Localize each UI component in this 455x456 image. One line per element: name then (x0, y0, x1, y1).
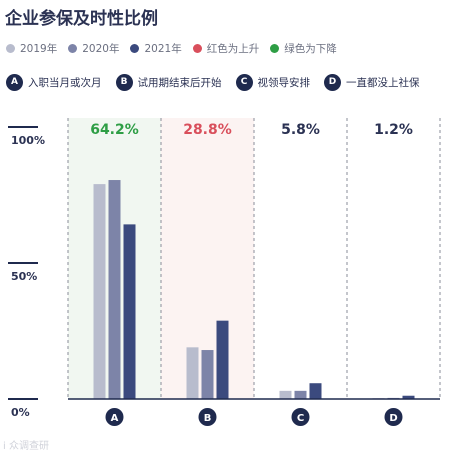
y-tick-label-100: 100% (11, 134, 45, 147)
x-badge-b (198, 408, 217, 426)
y-tick-label-0: 0% (11, 406, 30, 419)
legend-dot-red (192, 43, 202, 53)
x-badge-d (384, 408, 403, 426)
bar-d-2021 (402, 395, 415, 399)
chart-title: 企业参保及时性比例 (5, 9, 158, 29)
bar-a-2020 (108, 180, 121, 399)
bar-b-2020 (201, 350, 214, 399)
y-tick-label-50: 50% (11, 270, 37, 283)
x-tick-label-c: C (297, 413, 304, 424)
value-label-d: 1.2% (374, 122, 413, 138)
legend-dot-2021 (130, 43, 140, 53)
category-legend-item-c: C 视领导安排 (235, 73, 311, 91)
x-badge-a (105, 408, 124, 426)
legend-label-2019: 2019年 (20, 42, 58, 55)
year-legend: 2019年 2020年 2021年 红色为上升 绿色为下降 (6, 39, 348, 57)
category-badge-d: D (324, 73, 341, 91)
category-legend: A 入职当月或次月 B 试用期结束后开始 C 视领导安排 D 一直都没上社保 (6, 72, 434, 92)
category-label-b: 试用期结束后开始 (137, 76, 222, 89)
category-legend-item-d: D 一直都没上社保 (324, 73, 420, 91)
legend-label-red: 红色为上升 (206, 42, 260, 55)
category-label-a: 入职当月或次月 (28, 76, 102, 89)
legend-item-2019: 2019年 (6, 41, 57, 56)
bar-b-2021 (216, 320, 229, 399)
bar-a-2021 (123, 224, 136, 399)
legend-item-2020: 2020年 (68, 41, 119, 56)
bar-b-2019 (186, 347, 199, 399)
x-tick-label-a: A (111, 413, 119, 424)
legend-dot-2020 (68, 43, 78, 53)
legend-dot-green (270, 43, 280, 53)
watermark: i 众调查研 (3, 441, 49, 452)
legend-label-2021: 2021年 (144, 42, 182, 55)
legend-label-2020: 2020年 (82, 42, 120, 55)
bar-c-2019 (279, 390, 292, 399)
category-label-c: 视领导安排 (257, 76, 311, 89)
bar-c-2020 (294, 390, 307, 399)
legend-item-red: 红色为上升 (192, 41, 260, 56)
legend-dot-2019 (6, 43, 15, 53)
legend-label-green: 绿色为下降 (284, 42, 337, 55)
bar-c-2021 (309, 383, 322, 399)
x-tick-label-d: D (389, 413, 397, 424)
value-label-a: 64.2% (90, 122, 139, 138)
legend-item-green: 绿色为下降 (270, 41, 337, 56)
category-badge-c: C (235, 73, 253, 91)
category-legend-item-b: B 试用期结束后开始 (115, 73, 222, 91)
legend-item-2021: 2021年 (130, 41, 182, 56)
category-badge-b: B (115, 73, 133, 91)
category-label-d: 一直都没上社保 (346, 76, 420, 89)
bar-a-2019 (93, 184, 106, 399)
value-label-b: 28.8% (183, 122, 232, 138)
category-legend-item-a: A 入职当月或次月 (6, 73, 102, 91)
category-badge-a: A (6, 73, 23, 91)
value-label-c: 5.8% (281, 122, 320, 138)
x-badge-c (291, 408, 310, 426)
x-tick-label-b: B (204, 413, 212, 424)
